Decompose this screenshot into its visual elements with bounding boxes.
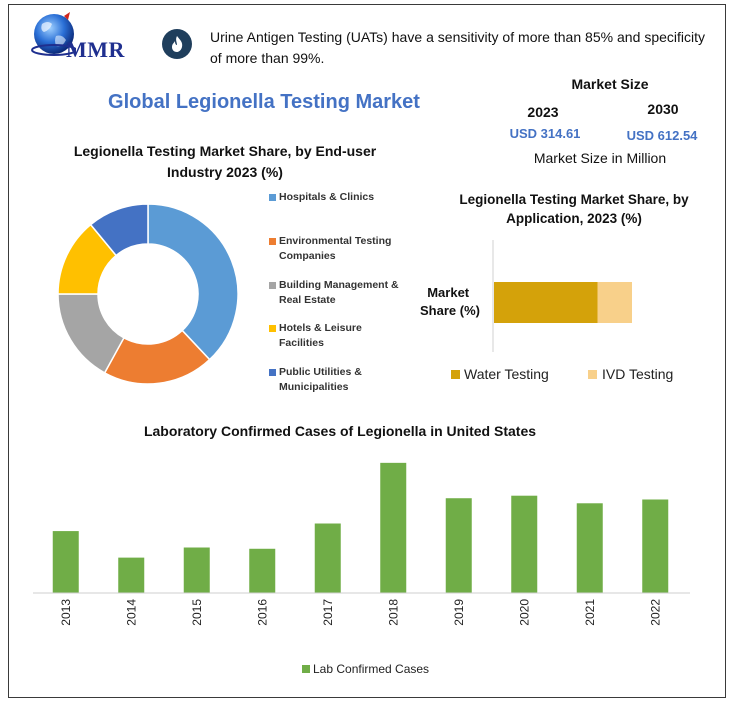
lab-cases-bar-chart: 2013 2014 2015 2016 2017 2018 2019 2020 2021 2022… [33, 462, 690, 676]
x-tick-label-2017: 2017 [321, 599, 335, 626]
bar-2019 [445, 498, 472, 593]
legend-swatch-lab-cases [302, 665, 310, 673]
x-tick-label-2019: 2019 [452, 599, 466, 626]
market-size-year-2030: 2030 [647, 101, 679, 117]
globe-icon [31, 12, 76, 56]
end-user-chart-title: Legionella Testing Market Share, by End-… [73, 143, 377, 180]
legend-label: Hospitals & Clinics [279, 191, 375, 203]
legend-swatch [269, 325, 276, 332]
legend-swatch-ivd-testing [588, 370, 597, 379]
bar-2013 [52, 531, 79, 593]
application-bar-chart: Market Share (%) Water Testing IVD Testi… [420, 240, 673, 382]
category-label-line-1: Market [427, 285, 470, 300]
market-size-value-2023: USD 314.61 [509, 126, 581, 141]
donut-slice-hospitals [147, 203, 239, 361]
x-tick-label-2014: 2014 [124, 599, 138, 626]
legend-swatch-water-testing [451, 370, 460, 379]
bar-2017 [314, 523, 341, 593]
legend-swatch [269, 194, 276, 201]
category-label-line-2: Share (%) [420, 303, 480, 318]
legend-label-water-testing: Water Testing [464, 366, 549, 382]
bar-segment-water-testing [494, 282, 598, 323]
legend-label-lab-cases: Lab Confirmed Cases [313, 662, 429, 676]
logo-text: MMR [66, 37, 125, 62]
legend-item-hotels: Hotels & Leisure Facilities [269, 321, 409, 351]
bar-2016 [249, 548, 276, 593]
flame-icon [162, 29, 192, 59]
bar-2022 [642, 499, 669, 593]
market-size-title: Market Size [571, 76, 649, 92]
fact-text: Urine Antigen Testing (UATs) have a sens… [210, 29, 705, 66]
donut-slice-utilities [89, 203, 149, 257]
lab-cases-bars [52, 462, 669, 593]
market-size-note: Market Size in Million [533, 150, 667, 166]
bar-2018 [380, 462, 407, 593]
legend-label: Building Management & Real Estate [279, 279, 399, 306]
legend-label: Environmental Testing Companies [279, 235, 392, 262]
x-tick-label-2015: 2015 [190, 599, 204, 626]
x-tick-label-2022: 2022 [648, 599, 662, 626]
lab-cases-chart-title: Laboratory Confirmed Cases of Legionella… [143, 423, 537, 439]
x-tick-label-2021: 2021 [583, 599, 597, 626]
market-size-year-2023: 2023 [527, 104, 559, 120]
legend-label: Hotels & Leisure Facilities [279, 322, 362, 349]
legend-swatch [269, 282, 276, 289]
legend-item-building: Building Management & Real Estate [269, 278, 409, 308]
legend-item-environmental: Environmental Testing Companies [269, 234, 409, 264]
x-axis-tick-labels: 2013 2014 2015 2016 2017 2018 2019 2020 2021 2022 [59, 599, 663, 626]
x-tick-label-2013: 2013 [59, 599, 73, 626]
page-title: Global Legionella Testing Market [108, 91, 420, 113]
bar-2021 [576, 503, 603, 593]
bar-segment-ivd-testing [597, 282, 632, 323]
category-label: Market Share (%) [420, 285, 480, 318]
application-chart-title: Legionella Testing Market Share, by Appl… [459, 192, 689, 226]
legend-item-hospitals: Hospitals & Clinics [269, 190, 409, 205]
end-user-donut-chart [57, 203, 239, 385]
legend-swatch [269, 369, 276, 376]
x-tick-label-2018: 2018 [386, 599, 400, 626]
legend-label: Public Utilities & Municipalities [279, 366, 362, 393]
legend-label-ivd-testing: IVD Testing [602, 366, 673, 382]
infographic-frame [8, 4, 726, 698]
legend-swatch [269, 238, 276, 245]
x-tick-label-2020: 2020 [517, 599, 531, 626]
bar-2015 [183, 547, 210, 593]
mmr-logo: MMR [30, 10, 142, 66]
legend-item-utilities: Public Utilities & Municipalities [269, 365, 409, 395]
x-tick-label-2016: 2016 [255, 599, 269, 626]
application-bars [494, 282, 632, 323]
bar-2020 [511, 495, 538, 593]
market-size-value-2030: USD 612.54 [626, 128, 698, 143]
bar-2014 [118, 557, 145, 593]
